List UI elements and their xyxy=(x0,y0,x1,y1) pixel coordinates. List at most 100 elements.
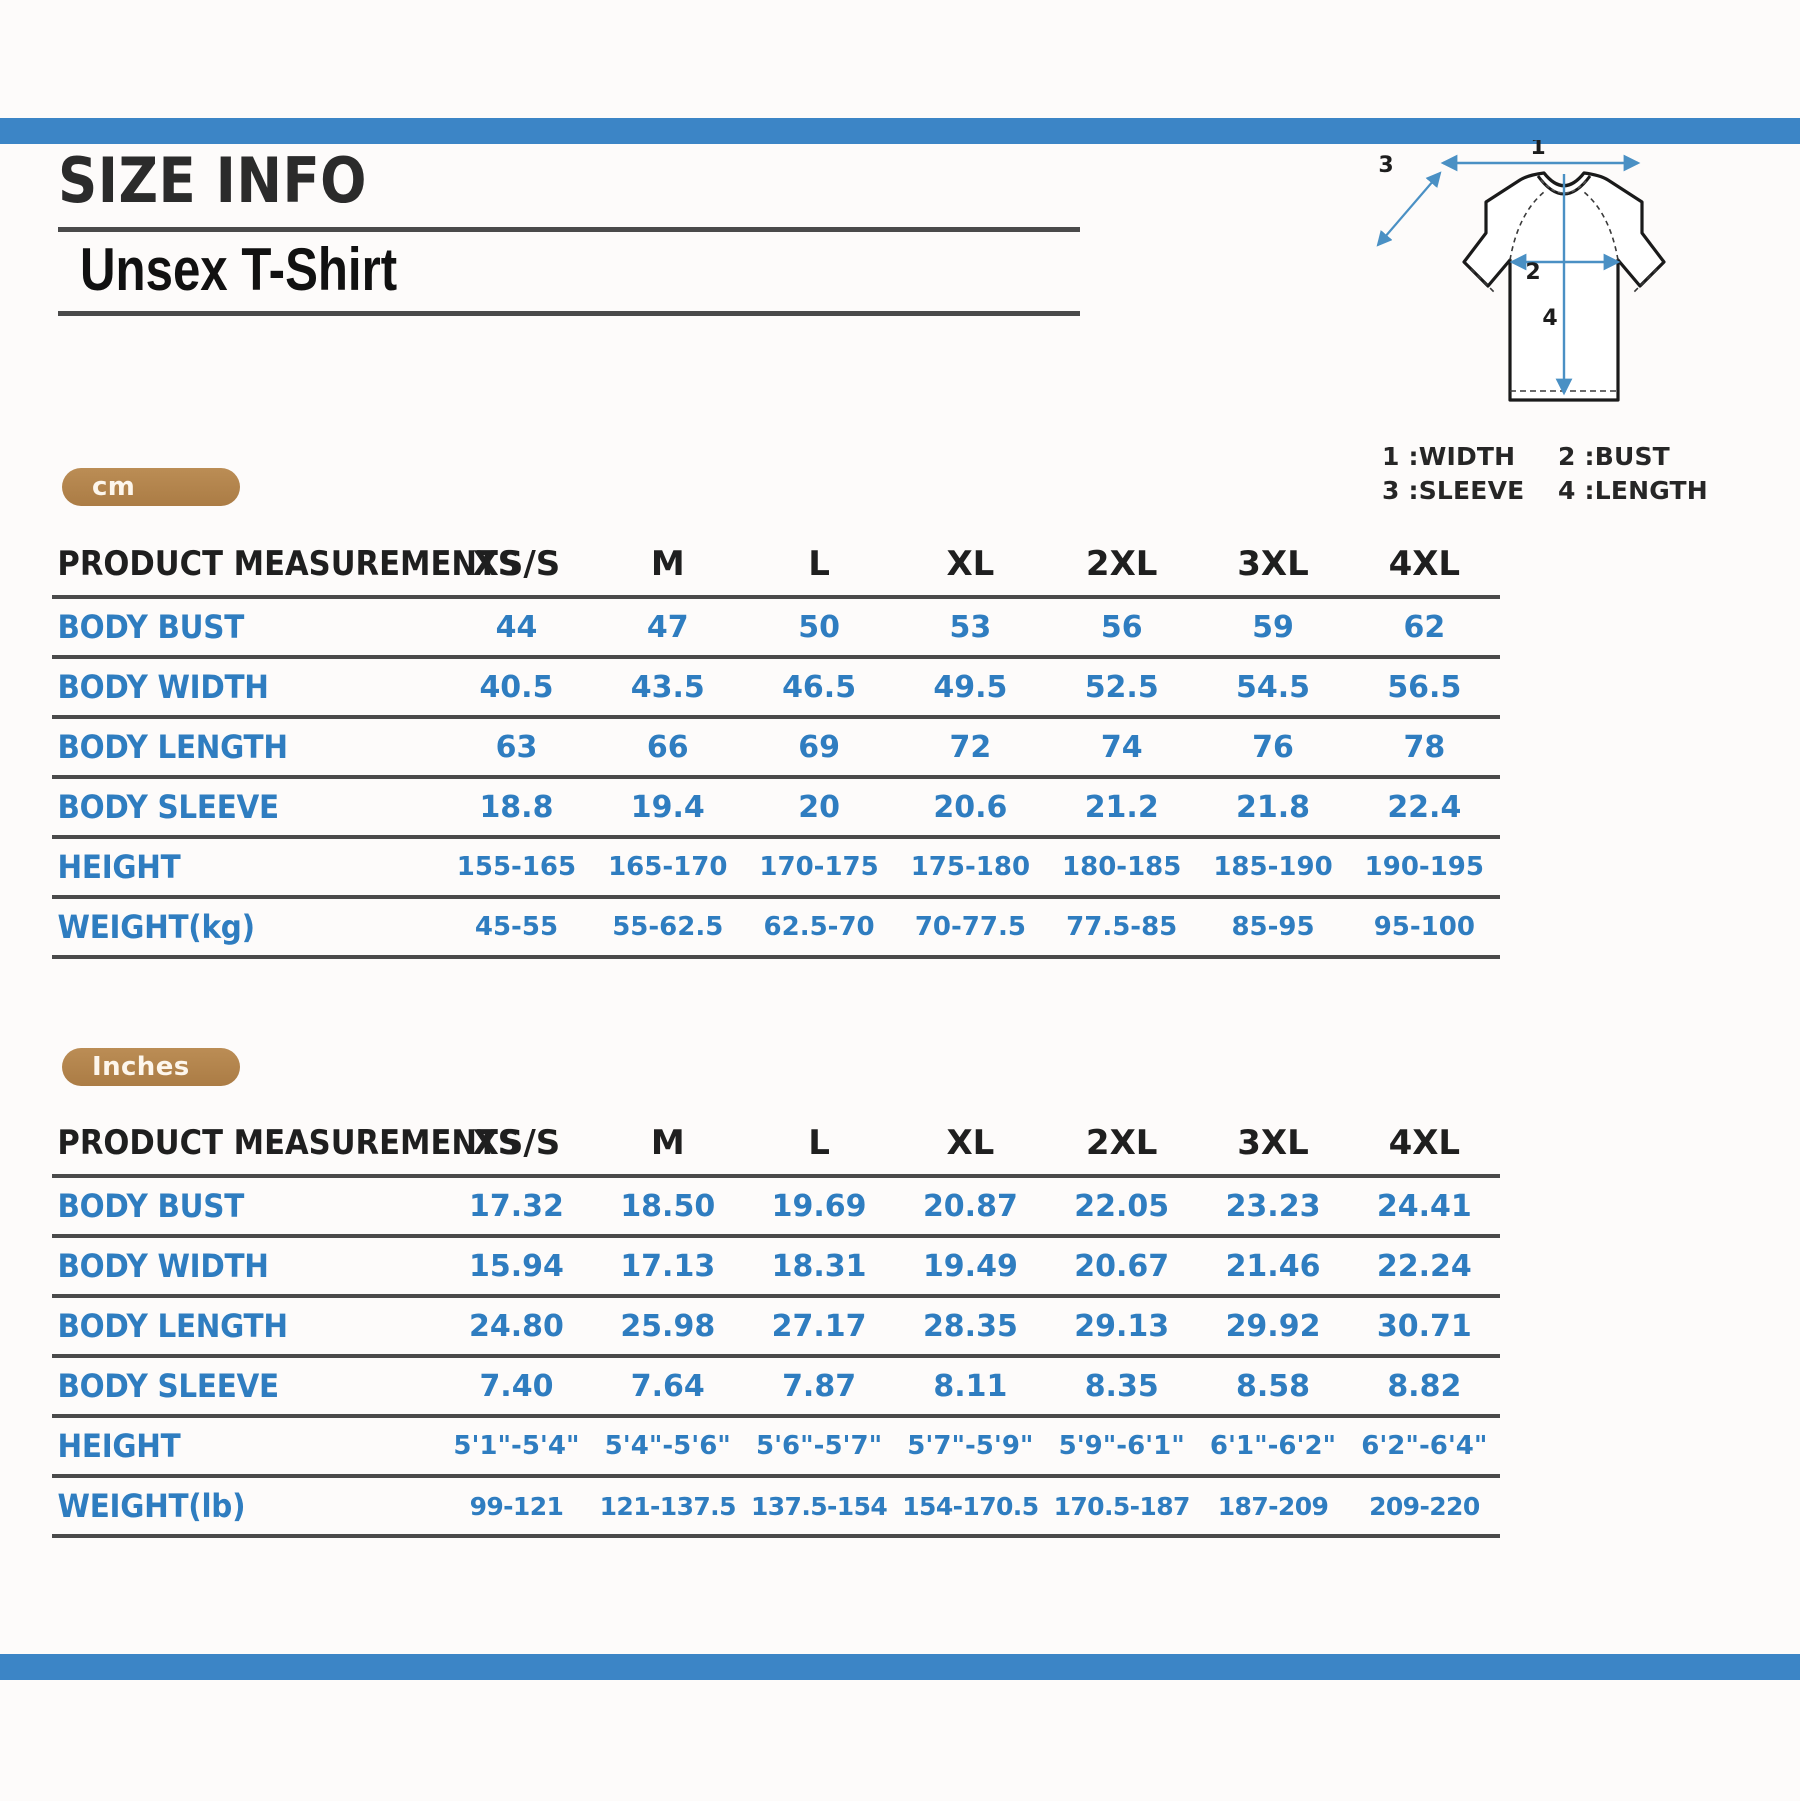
cell-value: 95-100 xyxy=(1348,897,1500,959)
table-row: BODY SLEEVE 7.40 7.64 7.87 8.11 8.35 8.5… xyxy=(52,1356,1500,1418)
cell-value: 137.5-154 xyxy=(743,1476,895,1538)
legend-item-length: 4 :LENGTH xyxy=(1558,475,1708,505)
unit-badge-inches: Inches xyxy=(62,1048,240,1086)
col-header-3xl: 3XL xyxy=(1197,533,1349,599)
cell-value: 21.8 xyxy=(1197,777,1349,839)
cell-value: 99-121 xyxy=(440,1476,593,1538)
cell-value: 29.92 xyxy=(1197,1296,1349,1358)
cell-value: 8.58 xyxy=(1197,1356,1349,1418)
table-row: BODY LENGTH 24.80 25.98 27.17 28.35 29.1… xyxy=(52,1296,1500,1358)
cell-value: 185-190 xyxy=(1197,837,1349,899)
dimension-line-3 xyxy=(1376,171,1442,247)
legend-row: 3 :SLEEVE 4 :LENGTH xyxy=(1382,474,1762,508)
cell-value: 66 xyxy=(592,717,744,779)
cell-value: 76 xyxy=(1197,717,1349,779)
col-header-xs-s: XS/S xyxy=(440,1112,593,1178)
cell-value: 21.2 xyxy=(1046,777,1198,839)
table-row: BODY LENGTH 63 66 69 72 74 76 78 xyxy=(52,717,1500,779)
col-header-l: L xyxy=(743,1112,895,1178)
diagram-marker-4: 4 xyxy=(1542,306,1557,331)
bottom-accent-bar xyxy=(0,1654,1800,1680)
cell-value: 7.64 xyxy=(592,1356,744,1418)
cell-value: 165-170 xyxy=(592,837,744,899)
col-header-m: M xyxy=(592,1112,744,1178)
cell-value: 187-209 xyxy=(1197,1476,1349,1538)
table-row: HEIGHT 155-165 165-170 170-175 175-180 1… xyxy=(52,837,1500,899)
title-divider-top xyxy=(58,227,1080,233)
col-header-xl: XL xyxy=(894,1112,1047,1178)
cell-value: 59 xyxy=(1197,597,1349,659)
title-divider-bottom xyxy=(58,311,1080,317)
cell-value: 121-137.5 xyxy=(592,1476,744,1538)
table-row: HEIGHT 5'1"-5'4" 5'4"-5'6" 5'6"-5'7" 5'7… xyxy=(52,1416,1500,1478)
cell-value: 20.6 xyxy=(894,777,1047,839)
col-header-m: M xyxy=(592,533,744,599)
cell-value: 190-195 xyxy=(1348,837,1500,899)
cell-value: 23.23 xyxy=(1197,1176,1349,1238)
cell-value: 29.13 xyxy=(1046,1296,1198,1358)
diagram-marker-3: 3 xyxy=(1378,153,1393,178)
diagram-marker-2: 2 xyxy=(1525,260,1540,285)
cell-value: 62.5-70 xyxy=(743,897,895,959)
cell-value: 49.5 xyxy=(894,657,1047,719)
legend-item-bust: 2 :BUST xyxy=(1558,442,1670,471)
cell-value: 170.5-187 xyxy=(1046,1476,1198,1538)
row-label: BODY LENGTH xyxy=(52,717,410,779)
legend-item-sleeve: 3 :SLEEVE xyxy=(1382,475,1525,505)
cell-value: 5'9"-6'1" xyxy=(1046,1416,1198,1478)
legend-row: 1 :WIDTH 2 :BUST xyxy=(1382,440,1762,474)
row-label: BODY WIDTH xyxy=(52,657,410,719)
table-header-row: PRODUCT MEASUREMENTS XS/S M L XL 2XL 3XL… xyxy=(52,533,1500,599)
cell-value: 63 xyxy=(440,717,593,779)
legend-item-width: 1 :WIDTH xyxy=(1382,442,1516,471)
row-label: WEIGHT(kg) xyxy=(52,897,410,959)
cell-value: 5'6"-5'7" xyxy=(743,1416,895,1478)
row-label: HEIGHT xyxy=(52,1416,410,1478)
cell-value: 52.5 xyxy=(1046,657,1198,719)
col-header-measurements: PRODUCT MEASUREMENTS xyxy=(52,1112,520,1178)
table-row: BODY WIDTH 15.94 17.13 18.31 19.49 20.67… xyxy=(52,1236,1500,1298)
cell-value: 46.5 xyxy=(743,657,895,719)
table-row: BODY BUST 17.32 18.50 19.69 20.87 22.05 … xyxy=(52,1176,1500,1238)
cell-value: 43.5 xyxy=(592,657,744,719)
cell-value: 28.35 xyxy=(894,1296,1047,1358)
cell-value: 70-77.5 xyxy=(894,897,1047,959)
size-table-inches: PRODUCT MEASUREMENTS XS/S M L XL 2XL 3XL… xyxy=(52,1112,1500,1538)
cell-value: 180-185 xyxy=(1046,837,1198,899)
cell-value: 55-62.5 xyxy=(592,897,744,959)
cell-value: 47 xyxy=(592,597,744,659)
cell-value: 40.5 xyxy=(440,657,593,719)
cell-value: 155-165 xyxy=(440,837,593,899)
cell-value: 6'2"-6'4" xyxy=(1348,1416,1500,1478)
cell-value: 74 xyxy=(1046,717,1198,779)
cell-value: 53 xyxy=(894,597,1047,659)
cell-value: 50 xyxy=(743,597,895,659)
cell-value: 8.82 xyxy=(1348,1356,1500,1418)
col-header-2xl: 2XL xyxy=(1046,1112,1198,1178)
cell-value: 18.50 xyxy=(592,1176,744,1238)
cell-value: 20.87 xyxy=(894,1176,1047,1238)
cell-value: 18.31 xyxy=(743,1236,895,1298)
table-header-row: PRODUCT MEASUREMENTS XS/S M L XL 2XL 3XL… xyxy=(52,1112,1500,1178)
col-header-4xl: 4XL xyxy=(1348,533,1500,599)
cell-value: 170-175 xyxy=(743,837,895,899)
cell-value: 209-220 xyxy=(1348,1476,1500,1538)
cell-value: 7.87 xyxy=(743,1356,895,1418)
cell-value: 20.67 xyxy=(1046,1236,1198,1298)
cell-value: 20 xyxy=(743,777,895,839)
diagram-marker-1: 1 xyxy=(1530,140,1545,160)
cell-value: 27.17 xyxy=(743,1296,895,1358)
row-label: BODY LENGTH xyxy=(52,1296,410,1358)
table-row: BODY SLEEVE 18.8 19.4 20 20.6 21.2 21.8 … xyxy=(52,777,1500,839)
row-label: WEIGHT(lb) xyxy=(52,1476,410,1538)
cell-value: 54.5 xyxy=(1197,657,1349,719)
cell-value: 72 xyxy=(894,717,1047,779)
table-row: BODY BUST 44 47 50 53 56 59 62 xyxy=(52,597,1500,659)
cell-value: 22.05 xyxy=(1046,1176,1198,1238)
col-header-4xl: 4XL xyxy=(1348,1112,1500,1178)
cell-value: 24.41 xyxy=(1348,1176,1500,1238)
cell-value: 69 xyxy=(743,717,895,779)
unit-badge-cm: cm xyxy=(62,468,240,506)
cell-value: 85-95 xyxy=(1197,897,1349,959)
cell-value: 78 xyxy=(1348,717,1500,779)
